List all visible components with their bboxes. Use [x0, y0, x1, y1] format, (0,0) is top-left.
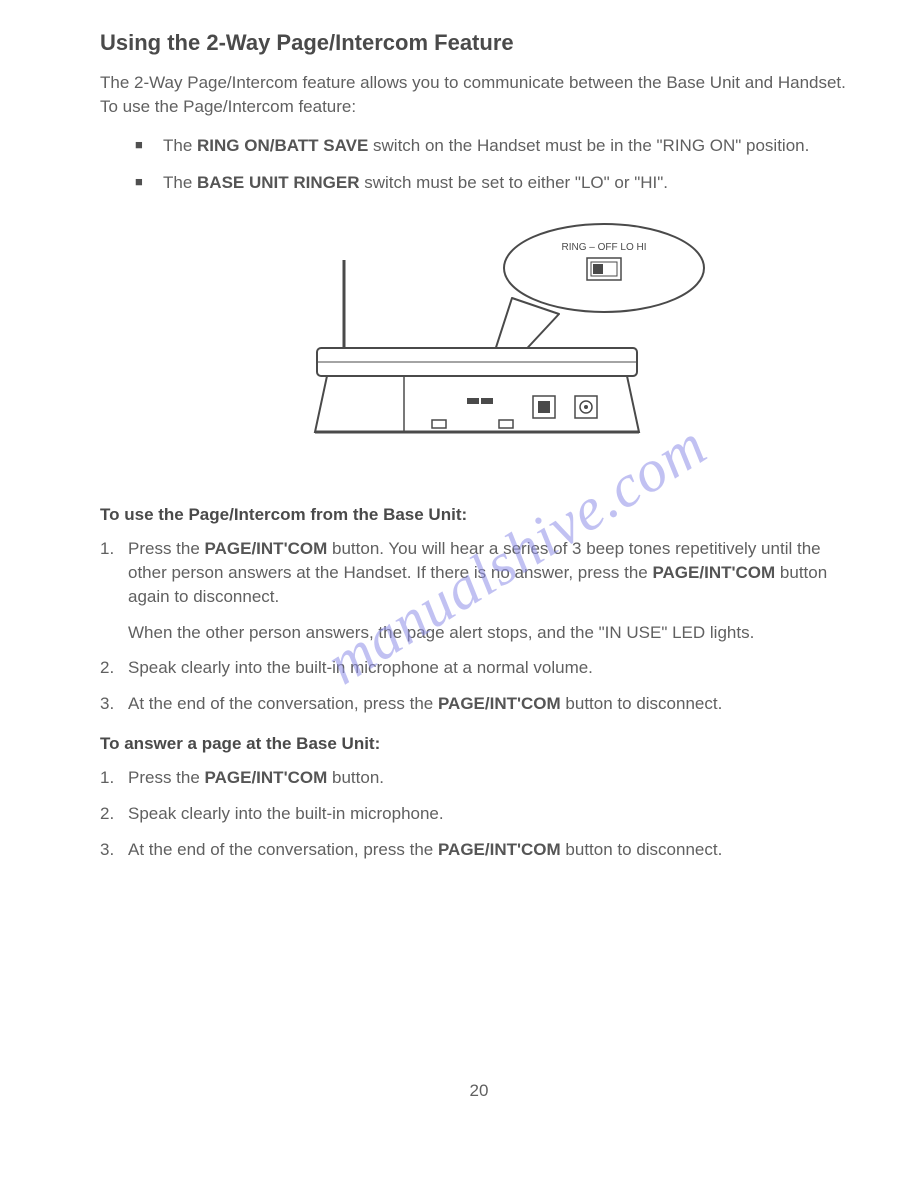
list-item: The BASE UNIT RINGER switch must be set …	[135, 171, 858, 195]
bold-text: PAGE/INT'COM	[438, 694, 561, 713]
text: At the end of the conversation, press th…	[128, 840, 438, 859]
base-unit-diagram: RING – OFF LO HI	[249, 220, 709, 480]
sub-paragraph: When the other person answers, the page …	[128, 621, 858, 645]
bold-text: PAGE/INT'COM	[205, 539, 328, 558]
bold-text: RING ON/BATT SAVE	[197, 136, 368, 155]
text: Speak clearly into the built-in micropho…	[128, 804, 444, 823]
svg-text:RING – OFF LO HI: RING – OFF LO HI	[561, 242, 646, 253]
num: 2.	[100, 656, 114, 680]
bold-text: BASE UNIT RINGER	[197, 173, 359, 192]
list-item: 2. Speak clearly into the built-in micro…	[100, 656, 858, 680]
list-item: The RING ON/BATT SAVE switch on the Hand…	[135, 134, 858, 158]
text: The	[163, 173, 197, 192]
list-item: 3. At the end of the conversation, press…	[100, 838, 858, 862]
num: 1.	[100, 537, 114, 561]
bold-text: PAGE/INT'COM	[205, 768, 328, 787]
list-item: 1. Press the PAGE/INT'COM button.	[100, 766, 858, 790]
num: 2.	[100, 802, 114, 826]
num: 1.	[100, 766, 114, 790]
text: Speak clearly into the built-in micropho…	[128, 658, 593, 677]
text: At the end of the conversation, press th…	[128, 694, 438, 713]
steps-use: 1. Press the PAGE/INT'COM button. You wi…	[100, 537, 858, 716]
text: switch must be set to either "LO" or "HI…	[360, 173, 669, 192]
text: button.	[327, 768, 384, 787]
text: The	[163, 136, 197, 155]
num: 3.	[100, 692, 114, 716]
list-item: 3. At the end of the conversation, press…	[100, 692, 858, 716]
text: Press the	[128, 539, 205, 558]
bold-text: PAGE/INT'COM	[438, 840, 561, 859]
num: 3.	[100, 838, 114, 862]
list-item: 1. Press the PAGE/INT'COM button. You wi…	[100, 537, 858, 644]
text: button to disconnect.	[561, 840, 723, 859]
subheading-answer: To answer a page at the Base Unit:	[100, 734, 858, 754]
list-item: 2. Speak clearly into the built-in micro…	[100, 802, 858, 826]
bold-text: PAGE/INT'COM	[652, 563, 775, 582]
requirements-list: The RING ON/BATT SAVE switch on the Hand…	[135, 134, 858, 196]
text: Press the	[128, 768, 205, 787]
page-heading: Using the 2-Way Page/Intercom Feature	[100, 30, 858, 56]
text: button to disconnect.	[561, 694, 723, 713]
subheading-use: To use the Page/Intercom from the Base U…	[100, 505, 858, 525]
steps-answer: 1. Press the PAGE/INT'COM button. 2. Spe…	[100, 766, 858, 861]
text: switch on the Handset must be in the "RI…	[368, 136, 809, 155]
intro-paragraph: The 2-Way Page/Intercom feature allows y…	[100, 71, 858, 119]
page-number: 20	[100, 1081, 858, 1101]
